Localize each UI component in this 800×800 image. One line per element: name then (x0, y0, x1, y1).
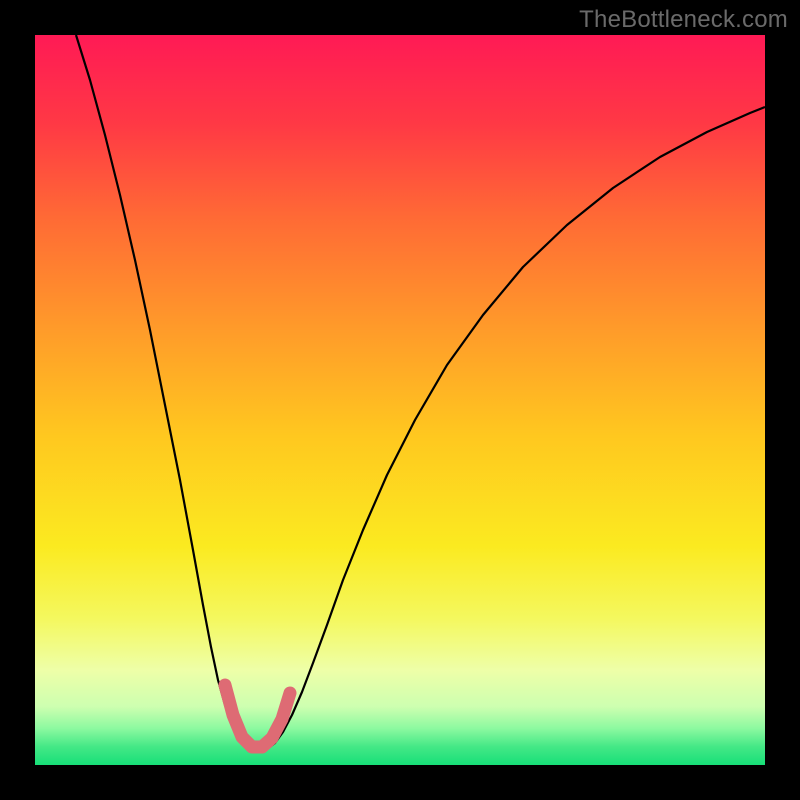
bottleneck-curve (76, 35, 765, 751)
watermark-text: TheBottleneck.com (579, 6, 788, 34)
figure-outer: TheBottleneck.com (0, 0, 800, 800)
plot-area (35, 35, 765, 765)
minimum-marker (225, 685, 290, 747)
chart-svg (35, 35, 765, 765)
